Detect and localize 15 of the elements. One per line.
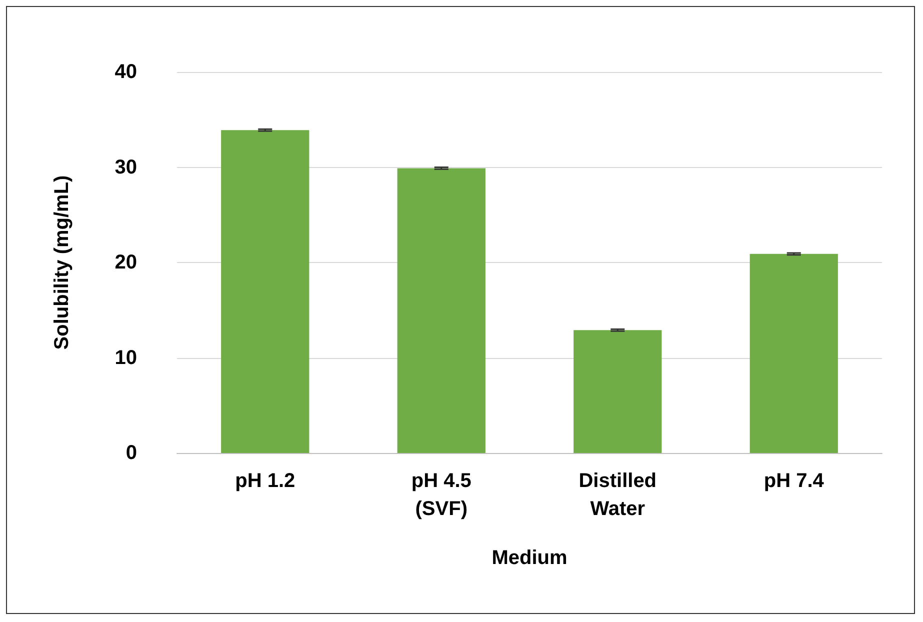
x-axis-title: Medium: [492, 547, 568, 569]
x-tick-label: pH 4.5 (SVF): [411, 470, 472, 520]
y-tick-label: 10: [114, 346, 137, 369]
x-tick-label: Distilled Water: [578, 470, 657, 520]
x-tick-label: pH 7.4: [764, 470, 825, 492]
bar: [397, 168, 486, 453]
y-axis-title: Solubility (mg/mL): [51, 175, 73, 350]
bar: [750, 254, 838, 453]
y-tick-label: 30: [114, 156, 137, 178]
y-tick-label: 0: [126, 442, 137, 464]
x-tick-label: pH 1.2: [235, 470, 296, 492]
bar: [574, 330, 662, 453]
y-tick-label: 40: [114, 61, 137, 83]
bar: [221, 130, 310, 453]
y-tick-label: 20: [114, 252, 137, 274]
